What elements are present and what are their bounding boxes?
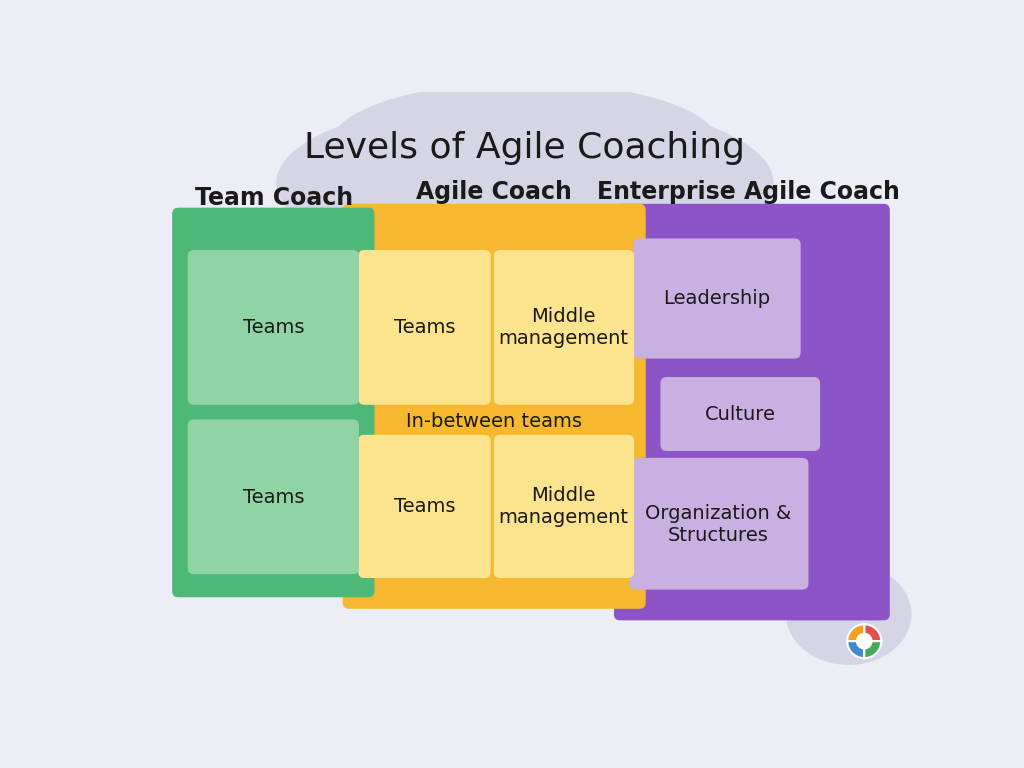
Text: Middle
management: Middle management: [499, 486, 629, 527]
Text: Middle
management: Middle management: [499, 307, 629, 348]
Wedge shape: [864, 624, 882, 641]
FancyBboxPatch shape: [614, 204, 890, 621]
Ellipse shape: [276, 98, 773, 268]
Text: Culture: Culture: [705, 405, 776, 423]
Text: Teams: Teams: [394, 318, 456, 337]
Text: Organization &
Structures: Organization & Structures: [645, 504, 792, 545]
Text: Leadership: Leadership: [664, 289, 771, 308]
FancyBboxPatch shape: [172, 207, 375, 598]
Ellipse shape: [331, 83, 719, 206]
Text: Team Coach: Team Coach: [195, 187, 352, 210]
FancyBboxPatch shape: [187, 419, 359, 574]
Text: In-between teams: In-between teams: [406, 412, 582, 431]
Text: Teams: Teams: [243, 318, 304, 337]
FancyBboxPatch shape: [633, 238, 801, 359]
FancyBboxPatch shape: [660, 377, 820, 451]
FancyBboxPatch shape: [494, 250, 634, 405]
Text: Levels of Agile Coaching: Levels of Agile Coaching: [304, 131, 745, 165]
FancyBboxPatch shape: [187, 250, 359, 405]
Wedge shape: [847, 624, 864, 641]
Text: Agile Coach: Agile Coach: [416, 180, 571, 204]
Ellipse shape: [786, 564, 910, 664]
FancyBboxPatch shape: [494, 435, 634, 578]
FancyBboxPatch shape: [630, 458, 809, 590]
Text: Teams: Teams: [243, 488, 304, 507]
Text: Teams: Teams: [394, 497, 456, 516]
Ellipse shape: [523, 129, 740, 283]
Circle shape: [857, 634, 871, 649]
FancyBboxPatch shape: [358, 435, 490, 578]
Text: Enterprise Agile Coach: Enterprise Agile Coach: [597, 180, 899, 204]
Wedge shape: [864, 641, 882, 658]
FancyBboxPatch shape: [358, 250, 490, 405]
FancyBboxPatch shape: [343, 204, 646, 609]
Wedge shape: [847, 641, 864, 658]
Ellipse shape: [291, 129, 508, 283]
